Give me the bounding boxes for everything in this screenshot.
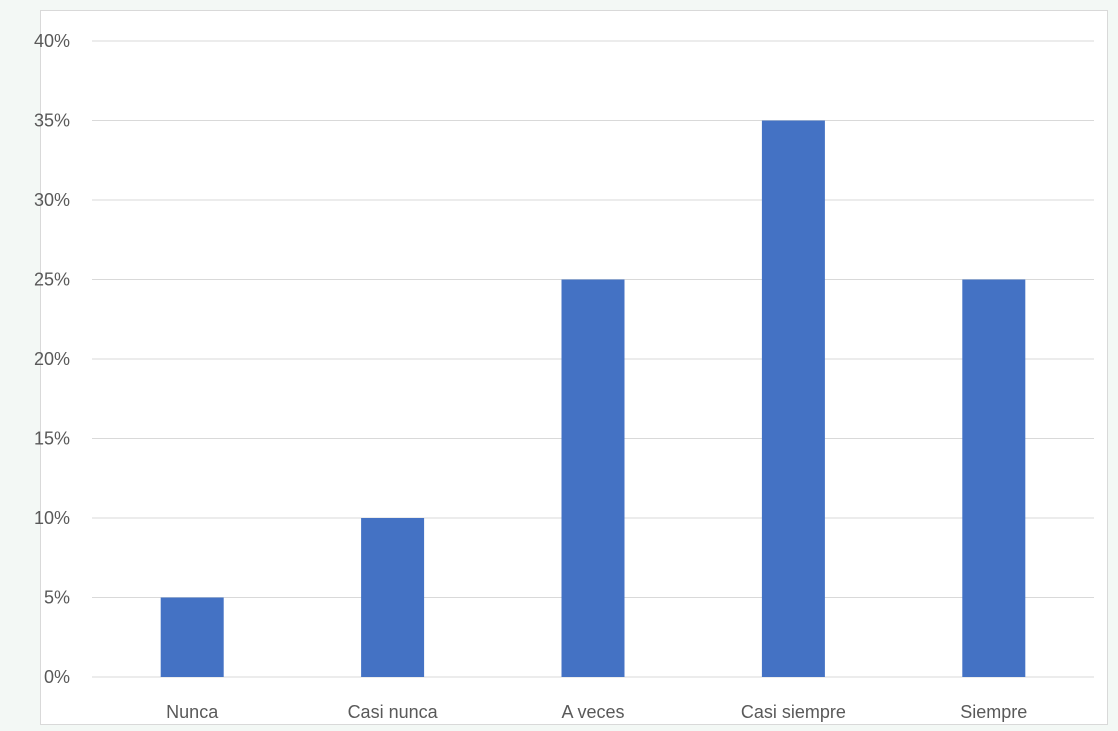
y-tick-label: 5% — [44, 588, 70, 608]
y-tick-label: 15% — [34, 429, 70, 449]
y-tick-label: 20% — [34, 349, 70, 369]
bar-a-veces — [561, 279, 625, 677]
bar-siempre — [962, 279, 1026, 677]
y-tick-label: 0% — [44, 667, 70, 687]
y-tick-label: 25% — [34, 270, 70, 290]
y-tick-label: 30% — [34, 190, 70, 210]
y-tick-label: 35% — [34, 111, 70, 131]
bar-nunca — [160, 597, 224, 677]
x-category-label: Siempre — [960, 702, 1027, 722]
x-category-label: Nunca — [166, 702, 219, 722]
y-tick-label: 40% — [34, 31, 70, 51]
x-category-label: A veces — [561, 702, 624, 722]
y-tick-label: 10% — [34, 508, 70, 528]
x-category-label: Casi nunca — [348, 702, 439, 722]
x-category-label: Casi siempre — [741, 702, 846, 722]
bar-casi-nunca — [361, 518, 425, 677]
bar-casi-siempre — [761, 120, 825, 677]
